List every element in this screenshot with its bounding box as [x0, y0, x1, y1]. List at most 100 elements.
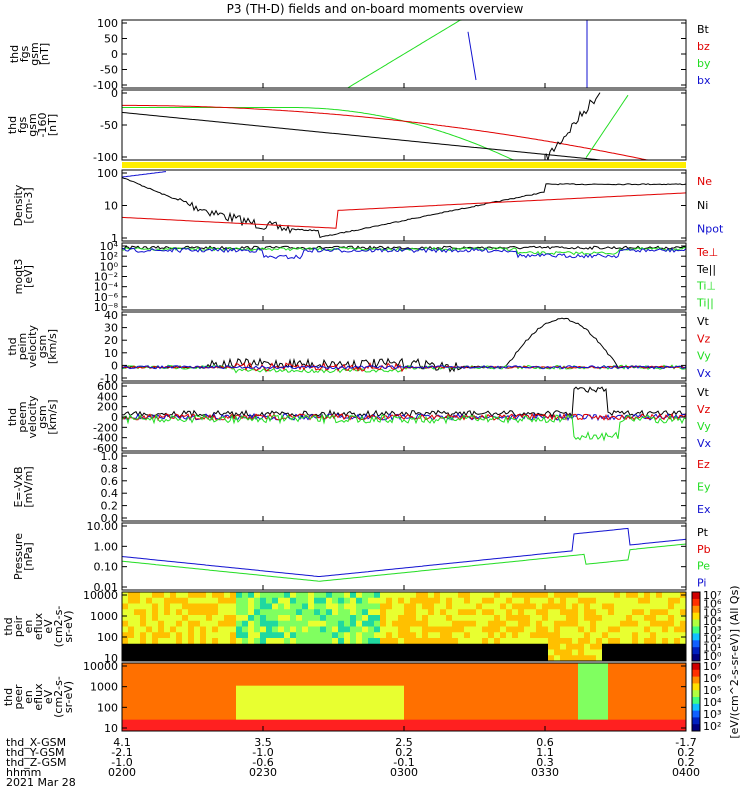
heatmap-cell: [644, 626, 651, 633]
heatmap-cell: [674, 643, 681, 650]
heatmap-cell: [278, 714, 285, 721]
heatmap-cell: [596, 626, 603, 633]
heatmap-cell: [332, 609, 339, 616]
legend-npot: Npot: [697, 222, 724, 235]
heatmap-cell: [680, 708, 686, 715]
colorbar-upper-tick: 10⁵: [703, 606, 721, 619]
heatmap-cell: [134, 620, 141, 627]
ytick-label: 100: [97, 17, 118, 30]
heatmap-cell: [644, 719, 651, 726]
heatmap-cell: [170, 725, 177, 731]
heatmap-cell: [308, 691, 315, 698]
heatmap-cell: [422, 668, 429, 675]
heatmap-cell: [554, 603, 561, 610]
heatmap-cell: [266, 691, 273, 698]
heatmap-cell: [644, 615, 651, 622]
heatmap-cell: [434, 597, 441, 604]
heatmap-cell: [512, 620, 519, 627]
heatmap-cell: [248, 702, 255, 709]
heatmap-cell: [566, 643, 573, 650]
heatmap-cell: [128, 649, 135, 656]
heatmap-cell: [476, 702, 483, 709]
heatmap-cell: [650, 685, 657, 692]
heatmap-cell: [230, 615, 237, 622]
heatmap-cell: [416, 663, 423, 670]
ytick-label: 0.0: [101, 512, 119, 525]
heatmap-cell: [350, 702, 357, 709]
heatmap-cell: [320, 643, 327, 650]
heatmap-cell: [440, 626, 447, 633]
heatmap-cell: [446, 663, 453, 670]
heatmap-cell: [302, 719, 309, 726]
heatmap-cell: [602, 702, 609, 709]
heatmap-cell: [380, 680, 387, 687]
heatmap-cell: [488, 592, 495, 599]
heatmap-cell: [656, 685, 663, 692]
heatmap-cell: [140, 691, 147, 698]
heatmap-cell: [518, 638, 525, 645]
heatmap-cell: [302, 643, 309, 650]
heatmap-cell: [200, 674, 207, 681]
heatmap-cell: [524, 668, 531, 675]
heatmap-cell: [572, 649, 579, 656]
heatmap-cell: [350, 714, 357, 721]
heatmap-cell: [506, 643, 513, 650]
heatmap-cell: [230, 668, 237, 675]
heatmap-cell: [530, 592, 537, 599]
heatmap-cell: [458, 626, 465, 633]
heatmap-cell: [566, 674, 573, 681]
heatmap-cell: [452, 643, 459, 650]
heatmap-cell: [260, 603, 267, 610]
heatmap-cell: [152, 615, 159, 622]
ytick-label: 0.10: [94, 561, 119, 574]
heatmap-cell: [266, 626, 273, 633]
heatmap-cell: [662, 638, 669, 645]
heatmap-cell: [302, 725, 309, 731]
heatmap-cell: [254, 620, 261, 627]
heatmap-cell: [296, 592, 303, 599]
heatmap-cell: [380, 719, 387, 726]
heatmap-cell: [242, 714, 249, 721]
heatmap-cell: [296, 597, 303, 604]
heatmap-cell: [572, 702, 579, 709]
heatmap-cell: [638, 663, 645, 670]
heatmap-cell: [512, 668, 519, 675]
heatmap-cell: [632, 697, 639, 704]
heatmap-cell: [176, 680, 183, 687]
heatmap-cell: [572, 609, 579, 616]
heatmap-cell: [512, 597, 519, 604]
heatmap-cell: [170, 615, 177, 622]
panel-pressure-data: [122, 527, 686, 582]
heatmap-cell: [500, 632, 507, 639]
heatmap-cell: [650, 649, 657, 656]
heatmap-cell: [368, 603, 375, 610]
heatmap-cell: [470, 638, 477, 645]
heatmap-cell: [608, 719, 615, 726]
heatmap-cell: [626, 714, 633, 721]
heatmap-cell: [458, 643, 465, 650]
heatmap-cell: [278, 685, 285, 692]
heatmap-cell: [206, 691, 213, 698]
heatmap-cell: [656, 702, 663, 709]
legend-pi: Pi: [697, 576, 706, 589]
heatmap-cell: [212, 685, 219, 692]
heatmap-cell: [602, 685, 609, 692]
heatmap-cell: [434, 649, 441, 656]
heatmap-cell: [614, 592, 621, 599]
heatmap-cell: [224, 674, 231, 681]
heatmap-cell: [578, 691, 585, 698]
heatmap-cell: [476, 620, 483, 627]
heatmap-cell: [512, 702, 519, 709]
heatmap-cell: [458, 655, 465, 661]
heatmap-cell: [458, 592, 465, 599]
heatmap-cell: [632, 685, 639, 692]
heatmap-cell: [626, 620, 633, 627]
heatmap-cell: [476, 626, 483, 633]
heatmap-cell: [122, 597, 129, 604]
heatmap-cell: [650, 663, 657, 670]
heatmap-cell: [470, 603, 477, 610]
heatmap-cell: [242, 638, 249, 645]
heatmap-cell: [296, 697, 303, 704]
